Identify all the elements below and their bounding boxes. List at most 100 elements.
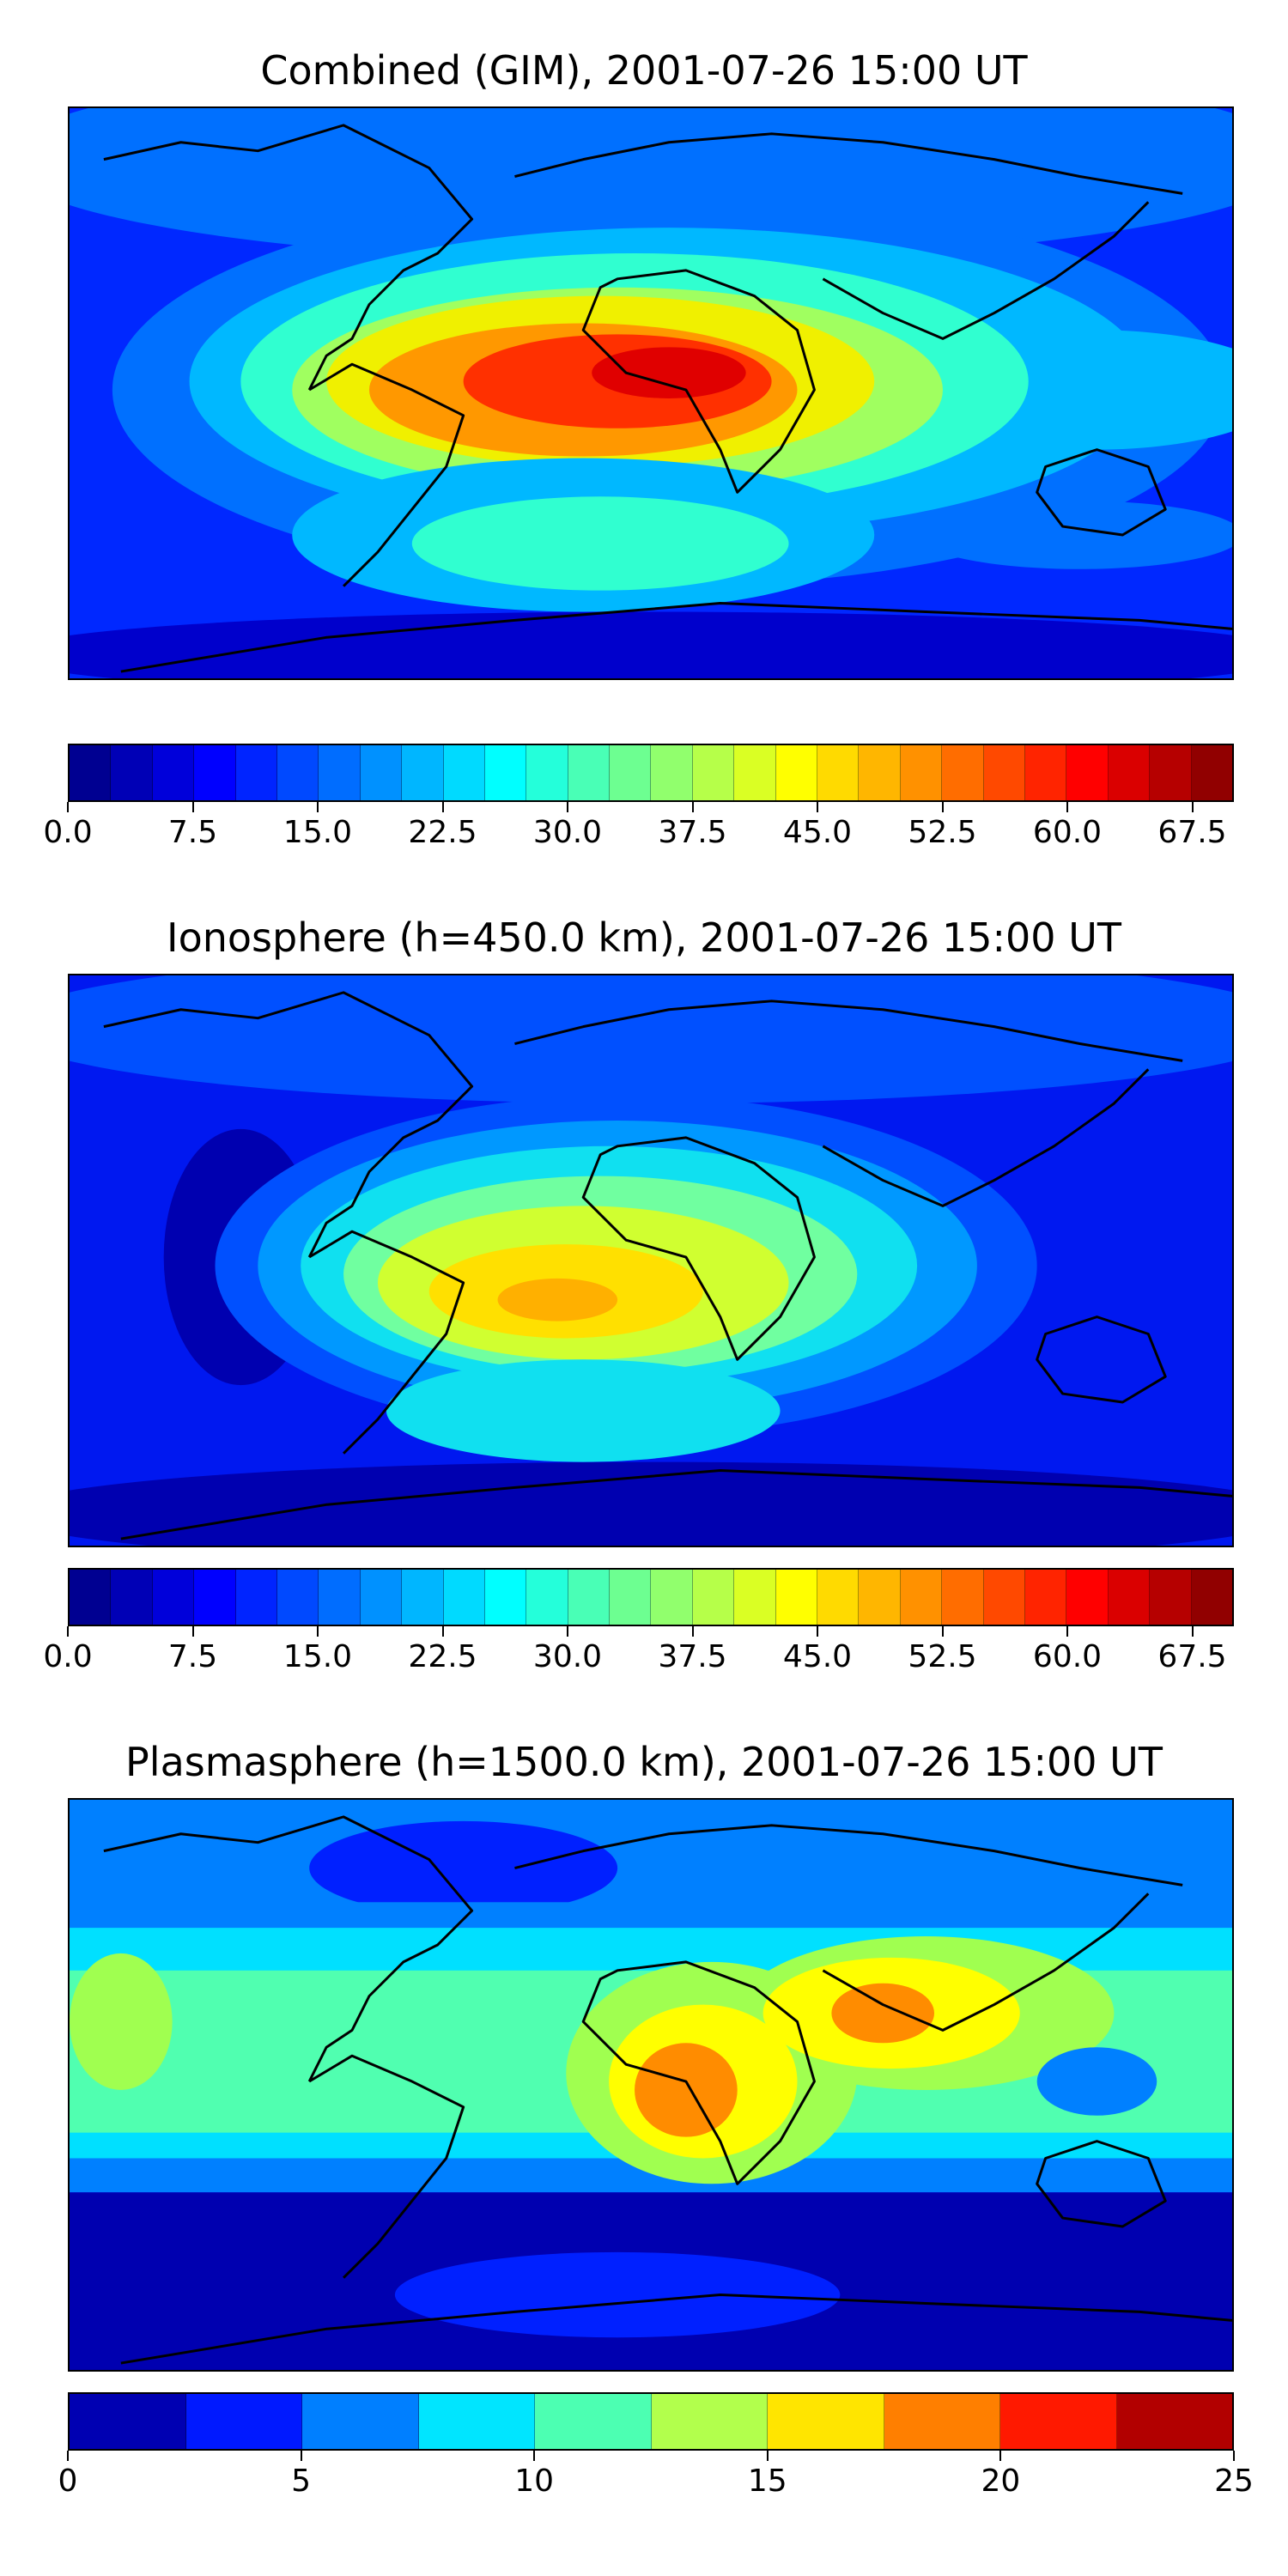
colorbar-tick-label: 22.5	[408, 815, 477, 850]
colorbar-tick-label: 15.0	[283, 1639, 353, 1674]
panel-title-plasmasphere: Plasmasphere (h=1500.0 km), 2001-07-26 1…	[125, 1739, 1163, 1785]
colorbar-tick-label: 0.0	[43, 1639, 93, 1674]
colorbar-tick	[441, 802, 444, 812]
colorbar-swatch	[568, 745, 611, 800]
colorbar-swatch	[319, 745, 361, 800]
colorbar-tick	[533, 2451, 536, 2461]
colorbar-tick-label: 10	[514, 2464, 555, 2499]
colorbar-swatch	[775, 745, 818, 800]
colorbar-tick	[817, 802, 818, 812]
colorbar-swatch	[817, 745, 860, 800]
colorbar-tick-label: 37.5	[658, 1639, 727, 1674]
colorbar-tick	[941, 1626, 944, 1637]
colorbar-swatch	[535, 2394, 652, 2449]
colorbar-swatch	[1116, 2394, 1232, 2449]
colorbar-swatch	[526, 745, 568, 800]
colorbar-swatch	[111, 1570, 153, 1625]
colorbar-tick-label: 52.5	[908, 1639, 977, 1674]
colorbar-swatch	[817, 1570, 860, 1625]
colorbar-swatch	[235, 1570, 277, 1625]
colorbar-swatch	[276, 745, 319, 800]
colorbar-swatch	[1066, 1570, 1109, 1625]
colorbar-swatch	[1150, 1570, 1192, 1625]
colorbar-swatch	[651, 2394, 768, 2449]
colorbar-swatch	[443, 745, 485, 800]
colorbar-swatch	[319, 1570, 361, 1625]
colorbar-swatch	[70, 2394, 186, 2449]
colorbar-tick-label: 60.0	[1032, 815, 1103, 850]
colorbar-swatch	[900, 1570, 943, 1625]
colorbar-swatch	[360, 745, 403, 800]
colorbar-tick	[300, 2451, 302, 2461]
colorbar-swatch	[1066, 745, 1109, 800]
colorbar-swatch	[443, 1570, 485, 1625]
colorbar-swatch	[484, 1570, 527, 1625]
colorbar-combined	[68, 744, 1234, 802]
colorbar-swatch	[1024, 745, 1067, 800]
colorbar-tick	[999, 2451, 1002, 2461]
colorbar-swatch	[692, 1570, 735, 1625]
colorbar-tick	[1233, 2451, 1235, 2461]
colorbar-swatch	[1108, 745, 1151, 800]
colorbar-swatch	[734, 745, 776, 800]
colorbar-swatch	[70, 745, 112, 800]
colorbar-tick	[691, 1626, 694, 1637]
colorbar-tick	[941, 802, 944, 812]
colorbar-tick-label: 52.5	[908, 815, 977, 850]
colorbar-swatch	[402, 1570, 444, 1625]
colorbar-swatch	[692, 745, 735, 800]
colorbar-tick	[67, 2451, 69, 2461]
colorbar-tick	[1191, 802, 1194, 812]
map-combined	[68, 106, 1234, 680]
colorbar-swatch	[194, 745, 236, 800]
colorbar-swatch	[568, 1570, 611, 1625]
colorbar-swatch	[1000, 2394, 1117, 2449]
colorbar-swatch	[302, 2394, 419, 2449]
colorbar-swatch	[111, 745, 153, 800]
colorbar-swatch	[70, 1570, 112, 1625]
colorbar-swatch	[983, 745, 1025, 800]
colorbar-swatch	[859, 1570, 901, 1625]
colorbar-tick-label: 22.5	[408, 1639, 477, 1674]
colorbar-ticks-plasmasphere: 0 5 10 15 20 25	[58, 2451, 1254, 2502]
colorbar-tick	[191, 1626, 194, 1637]
colorbar-tick	[67, 1626, 69, 1637]
colorbar-tick-label: 67.5	[1157, 1639, 1227, 1674]
colorbar-swatch	[1191, 1570, 1232, 1625]
colorbar-swatch	[360, 1570, 403, 1625]
colorbar-swatch	[610, 745, 652, 800]
colorbar-ticks-ionosphere: 0.0 7.5 15.0 22.5 30.0 37.5 45.0 52.5 60.0 67.5	[43, 1626, 1234, 1678]
colorbar-tick	[317, 1626, 319, 1637]
colorbar-tick-label: 15.0	[283, 815, 353, 850]
colorbar-tick	[441, 1626, 444, 1637]
colorbar-tick-label: 37.5	[658, 815, 727, 850]
colorbar-swatch	[775, 1570, 818, 1625]
colorbar-tick-label: 45.0	[782, 815, 853, 850]
colorbar-swatch	[152, 745, 195, 800]
colorbar-tick-label: 7.5	[167, 1639, 218, 1674]
colorbar-swatch	[1150, 745, 1192, 800]
colorbar-tick	[1191, 1626, 1194, 1637]
colorbar-ionosphere	[68, 1568, 1234, 1626]
colorbar-swatch	[418, 2394, 535, 2449]
colorbar-tick-label: 0.0	[43, 815, 93, 850]
colorbar-tick-label: 45.0	[782, 1639, 853, 1674]
colorbar-tick-label: 20	[981, 2464, 1021, 2499]
colorbar-tick	[1066, 802, 1068, 812]
colorbar-tick	[1066, 1626, 1068, 1637]
colorbar-tick	[567, 802, 568, 812]
colorbar-plasmasphere	[68, 2392, 1234, 2451]
colorbar-tick-label: 0	[58, 2464, 78, 2499]
colorbar-swatch	[942, 745, 984, 800]
colorbar-swatch	[610, 1570, 652, 1625]
colorbar-swatch	[651, 1570, 693, 1625]
colorbar-swatch	[884, 2394, 1000, 2449]
colorbar-swatch	[526, 1570, 568, 1625]
colorbar-swatch	[484, 745, 527, 800]
colorbar-tick	[766, 2451, 769, 2461]
colorbar-tick	[191, 802, 194, 812]
colorbar-swatch	[235, 745, 277, 800]
colorbar-tick	[67, 802, 69, 812]
colorbar-tick	[567, 1626, 568, 1637]
colorbar-swatch	[651, 745, 693, 800]
